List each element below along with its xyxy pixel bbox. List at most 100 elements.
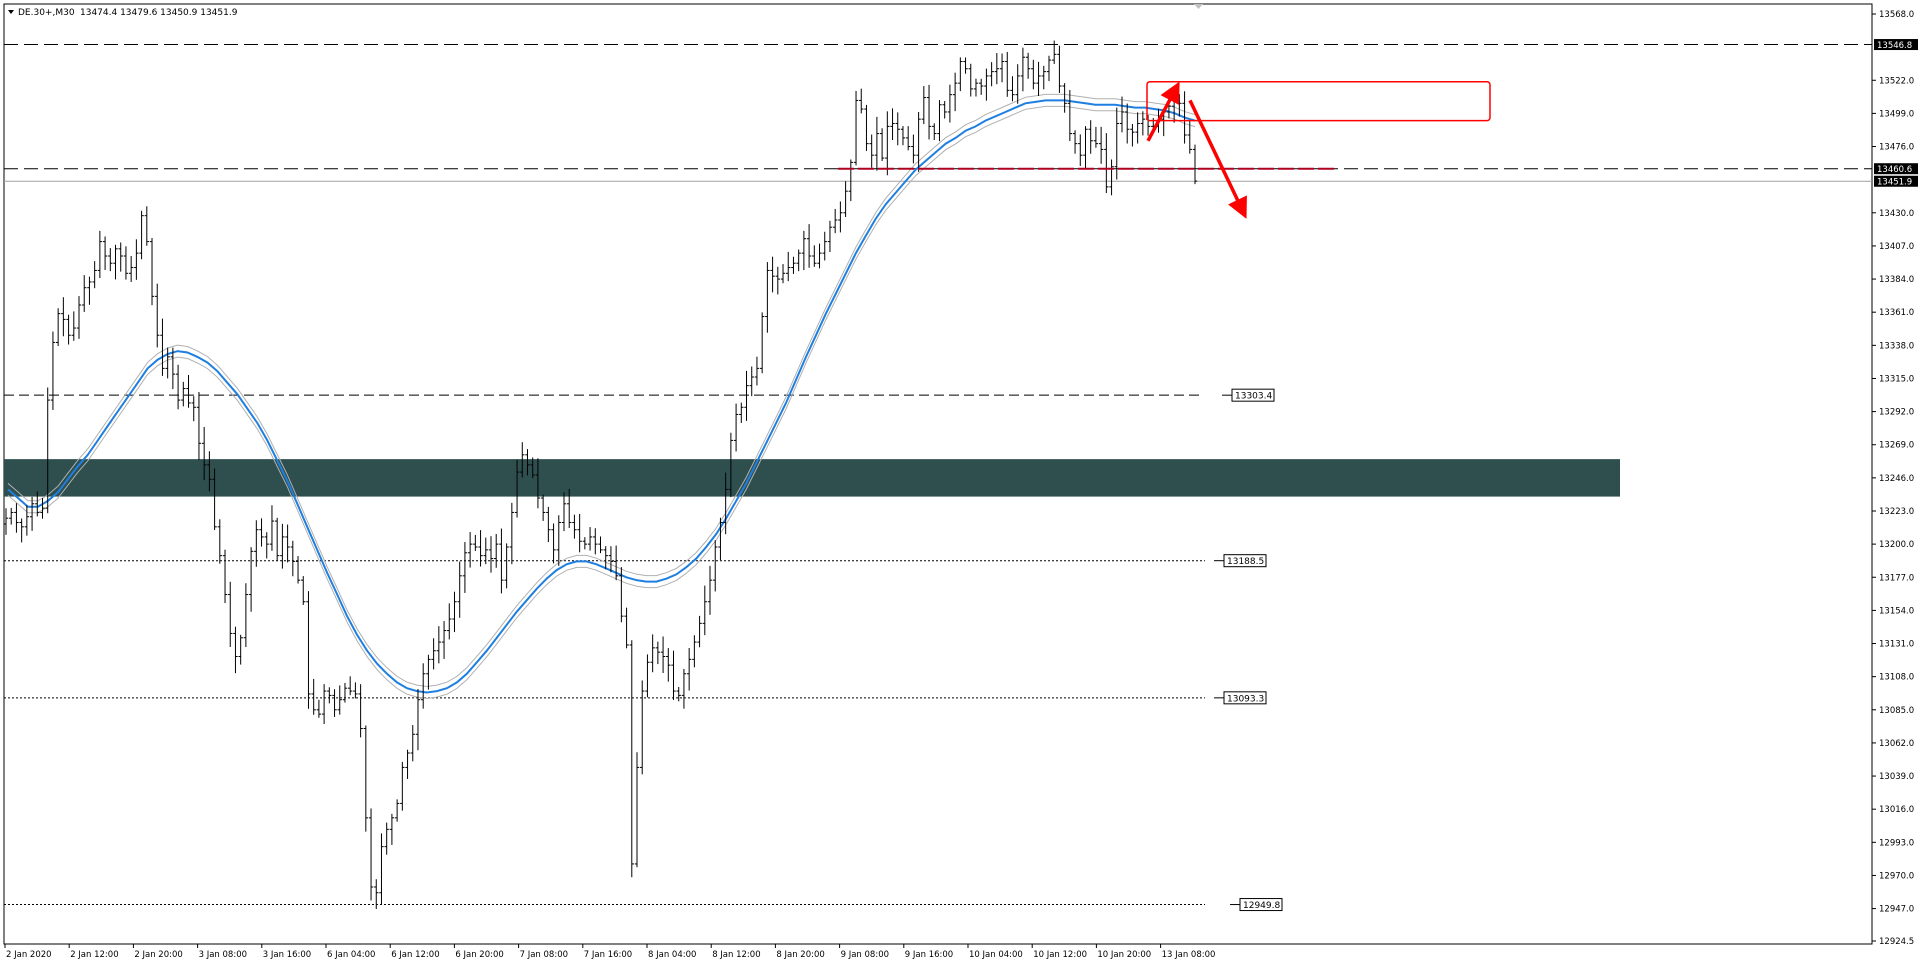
price-bar — [843, 181, 848, 218]
price-bar — [1010, 76, 1015, 102]
price-bar — [718, 517, 723, 561]
price-bar — [35, 491, 40, 517]
price-bar — [1104, 133, 1109, 194]
price-bar — [666, 648, 671, 682]
price-bar — [436, 626, 442, 664]
price-bar — [1119, 96, 1125, 133]
support-resistance-zone[interactable] — [4, 459, 1620, 497]
price-bar — [1051, 40, 1057, 64]
y-axis-tick-label: 13315.0 — [1879, 374, 1914, 384]
x-axis-tick-label: 7 Jan 16:00 — [584, 950, 632, 960]
x-axis-tick-label: 6 Jan 04:00 — [327, 950, 375, 960]
price-line-tag: 13546.8 — [1874, 39, 1918, 51]
price-bar — [447, 603, 452, 640]
down-arrow-annotation[interactable] — [1188, 99, 1247, 219]
price-bar — [311, 678, 316, 715]
price-bar — [1036, 61, 1041, 97]
price-bar — [295, 556, 301, 584]
price-bar — [280, 523, 285, 569]
price-bar — [374, 879, 379, 910]
price-bar — [40, 498, 45, 519]
moving-average-line[interactable] — [7, 99, 1196, 694]
price-bar — [973, 78, 979, 97]
y-axis-tick-label: 12947.0 — [1879, 905, 1914, 915]
price-bar — [640, 680, 645, 775]
price-bar — [1177, 94, 1182, 117]
price-bar — [853, 90, 859, 166]
price-bar — [1020, 47, 1026, 92]
y-axis-tick-label: 13223.0 — [1879, 507, 1914, 517]
price-bar — [9, 507, 14, 525]
price-bar — [540, 494, 546, 521]
price-bar — [645, 654, 650, 698]
current-price-tag: 13451.9 — [1874, 175, 1918, 188]
price-bar — [921, 86, 927, 125]
x-axis-tick-label: 6 Jan 20:00 — [455, 950, 503, 960]
price-bar — [624, 607, 629, 649]
price-bar — [3, 508, 9, 535]
price-bar — [102, 236, 108, 271]
price-bar — [379, 833, 384, 905]
collapse-triangle-icon[interactable] — [8, 10, 14, 14]
price-line-tag: 13460.6 — [1874, 163, 1918, 175]
price-bar — [613, 545, 619, 581]
y-axis-tick-label: 13016.0 — [1879, 805, 1914, 815]
price-bar — [827, 220, 833, 253]
price-bar — [1125, 103, 1130, 144]
price-bar — [1187, 120, 1192, 154]
chart-shift-marker-icon[interactable] — [1194, 4, 1203, 9]
price-bar — [937, 100, 942, 142]
y-axis-tick-label: 13131.0 — [1879, 640, 1914, 650]
y-axis-tick-label: 13338.0 — [1879, 341, 1914, 351]
price-bar — [19, 518, 24, 543]
price-bar — [707, 565, 713, 615]
price-bar — [170, 347, 176, 390]
price-bar — [134, 239, 139, 280]
price-bar — [50, 331, 56, 410]
price-bar — [885, 111, 890, 176]
price-bar — [274, 517, 280, 561]
price-bar — [561, 492, 567, 532]
price-bar — [1083, 126, 1088, 170]
price-bar — [415, 689, 421, 751]
price-bar — [201, 427, 207, 481]
x-axis-tick-label: 3 Jan 08:00 — [199, 950, 247, 960]
price-bar — [494, 534, 499, 568]
price-bar — [686, 648, 692, 691]
y-axis-tick-label: 13039.0 — [1879, 772, 1914, 782]
price-bar — [316, 699, 322, 718]
price-bar — [139, 210, 144, 260]
price-line-tag-text: 13460.6 — [1877, 165, 1912, 175]
x-axis-tick-label: 10 Jan 12:00 — [1033, 950, 1087, 960]
price-bar — [791, 256, 796, 274]
price-bar — [598, 536, 603, 554]
price-bar — [1140, 111, 1146, 136]
resistance-box-annotation[interactable] — [1146, 80, 1491, 122]
up-arrow-annotation[interactable] — [1146, 81, 1180, 142]
price-bar — [191, 396, 196, 422]
price-bar — [285, 524, 290, 563]
price-bar — [697, 615, 702, 648]
price-bar — [82, 275, 87, 312]
price-line-label: 13303.4 — [1222, 388, 1275, 402]
price-bar — [546, 506, 551, 543]
x-axis-tick-label: 8 Jan 04:00 — [648, 950, 696, 960]
price-bar — [728, 432, 734, 498]
ohlc-label: 13474.4 13479.6 13450.9 13451.9 — [80, 8, 238, 18]
y-axis-tick-label: 13269.0 — [1879, 441, 1914, 451]
price-bar — [452, 591, 457, 633]
price-bar — [723, 472, 728, 535]
price-bar — [1072, 130, 1078, 154]
price-bar — [770, 256, 775, 293]
price-bar — [243, 583, 249, 647]
y-axis-tick-label: 13292.0 — [1879, 408, 1914, 418]
price-bar — [1046, 55, 1052, 82]
y-axis-tick-label: 13568.0 — [1879, 10, 1914, 20]
price-bar — [363, 725, 369, 832]
price-bar — [87, 276, 92, 305]
y-axis-tick-label: 13246.0 — [1879, 474, 1914, 484]
price-bar — [1088, 120, 1093, 154]
price-bar — [947, 84, 953, 123]
